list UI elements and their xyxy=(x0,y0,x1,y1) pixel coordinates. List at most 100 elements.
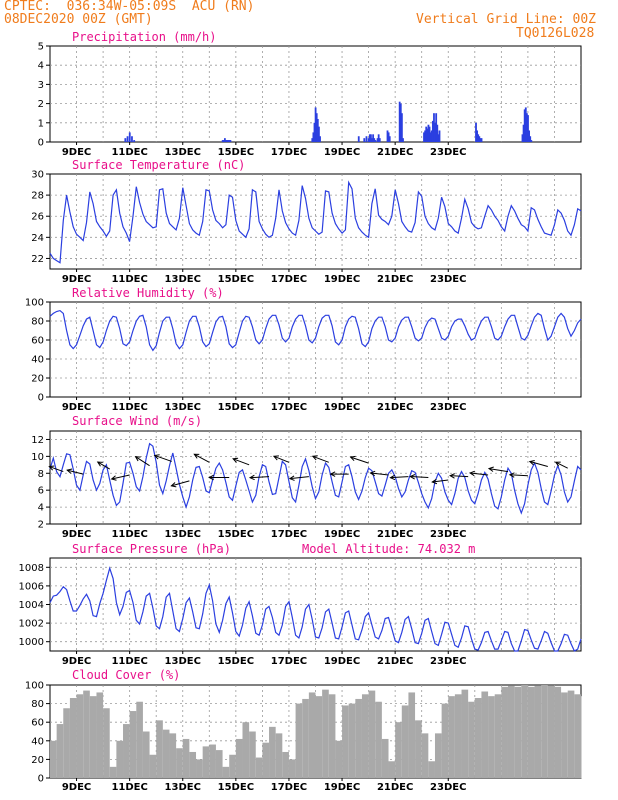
panel-precip: 0 1 2 3 4 5 9DEC 11DEC 13DEC 15DEC 17DEC 19DEC 21DEC… xyxy=(38,30,582,158)
cloud-bar xyxy=(69,698,77,778)
cloud-bar xyxy=(308,692,316,778)
precip-bar xyxy=(367,138,370,142)
precip-bar xyxy=(226,140,228,142)
panel-title: Precipitation (mm/h) xyxy=(72,30,217,44)
precip-bar xyxy=(377,134,380,142)
wind-vector-head xyxy=(193,453,200,459)
wind-vector-head xyxy=(208,474,214,481)
wind-vector-shaft xyxy=(509,474,528,477)
x-tick-label: 23DEC xyxy=(430,402,466,413)
cloud-bar xyxy=(275,733,283,778)
wind-vector-arrow xyxy=(170,480,190,488)
wind-vector-arrow xyxy=(409,474,429,480)
precip-bar xyxy=(523,109,526,142)
wind-vector-arrow xyxy=(431,478,449,485)
wind-vector-shaft xyxy=(410,476,429,478)
precip-bar xyxy=(521,134,524,142)
panel-pressure: 1000 1002 1004 1006 1008 9DEC 11DEC 13DEC 15DEC 1… xyxy=(19,542,582,667)
y-tick-label: 80 xyxy=(31,699,44,710)
precip-bar xyxy=(527,115,529,142)
x-tick-label: 21DEC xyxy=(377,529,413,540)
header-run-id: TQ0126L028 xyxy=(516,26,595,41)
precip-bar xyxy=(315,113,318,142)
precip-bar xyxy=(387,132,390,142)
cloud-bar xyxy=(176,748,183,778)
precip-bar xyxy=(399,103,402,142)
x-tick-label: 23DEC xyxy=(430,274,466,285)
wind-vector-arrow xyxy=(508,472,528,478)
cloud-bar xyxy=(561,692,568,778)
wind-vector-arrow xyxy=(554,461,568,469)
cloud-bar xyxy=(488,696,495,778)
cloud-bar xyxy=(196,759,203,778)
precip-bar xyxy=(368,134,371,142)
panel-rh: 0 20 40 60 80 100 9DEC 11DEC 13DEC 15DEC 17DEC 19DE… xyxy=(25,286,582,413)
wind-vector-arrow xyxy=(248,474,270,481)
precip-bar xyxy=(477,134,480,142)
wind-vector-shaft xyxy=(194,453,210,463)
cloud-bar xyxy=(103,708,110,778)
precip-bar xyxy=(124,138,127,142)
wind-vector-arrow xyxy=(288,475,309,481)
wind-vector-arrow xyxy=(272,455,290,463)
cloud-bar xyxy=(50,740,57,778)
temp-series-line xyxy=(49,180,582,264)
precip-bar xyxy=(225,140,227,142)
wind-vector-shaft xyxy=(370,472,389,476)
precip-bar xyxy=(131,136,133,142)
cloud-bar xyxy=(162,729,170,778)
cloud-bar xyxy=(527,686,535,778)
cloud-bar xyxy=(169,733,177,778)
wind-vector-shaft xyxy=(390,476,409,479)
wind-vector-shaft xyxy=(350,456,369,464)
x-tick-label: 17DEC xyxy=(271,147,307,158)
precip-bar xyxy=(478,136,481,142)
wind-vector-head xyxy=(110,475,117,481)
panel-cloud: 0 20 40 60 80 100 9DEC 11DEC 13DEC 15DEC 17DEC 19DE… xyxy=(25,668,582,793)
precip-bar xyxy=(357,136,360,142)
y-tick-label: 0 xyxy=(38,393,44,404)
wind-vector-head xyxy=(528,460,535,466)
cloud-bar xyxy=(76,694,84,778)
x-tick-label: 13DEC xyxy=(165,274,201,285)
x-tick-label: 11DEC xyxy=(111,529,147,540)
precip-bar xyxy=(363,138,366,142)
wind-vector-head xyxy=(248,474,255,481)
wind-vector-arrow xyxy=(110,474,130,481)
precip-bar xyxy=(126,136,129,142)
wind-vector-head xyxy=(134,456,141,462)
cloud-bar xyxy=(574,694,581,778)
wind-series-line xyxy=(49,442,582,515)
x-tick-label: 21DEC xyxy=(377,656,413,667)
wind-vector-head xyxy=(48,465,55,471)
x-tick-label: 19DEC xyxy=(324,402,360,413)
wind-vector-arrow xyxy=(528,460,548,467)
wind-vector-head xyxy=(554,461,561,467)
y-tick-label: 1002 xyxy=(19,619,44,630)
precip-bar xyxy=(530,140,533,142)
pressure-series-line xyxy=(49,566,582,652)
x-tick-label: 21DEC xyxy=(377,147,413,158)
cloud-bar xyxy=(149,754,157,778)
y-tick-label: 60 xyxy=(31,336,44,347)
wind-vector-shaft xyxy=(67,469,84,475)
wind-vector-shaft xyxy=(49,466,64,473)
precip-bar xyxy=(372,134,375,142)
x-tick-label: 23DEC xyxy=(430,529,466,540)
x-tick-label: 15DEC xyxy=(218,147,254,158)
x-tick-label: 15DEC xyxy=(218,529,254,540)
y-tick-label: 1 xyxy=(38,118,44,129)
y-tick-label: 2 xyxy=(38,520,44,531)
precip-bar xyxy=(435,113,438,142)
x-tick-label: 9DEC xyxy=(62,402,91,413)
precip-bar xyxy=(434,122,436,142)
cloud-bar xyxy=(454,694,462,778)
y-tick-label: 60 xyxy=(31,718,44,729)
x-tick-label: 23DEC xyxy=(430,782,466,793)
precip-bar xyxy=(529,136,532,142)
cloud-bar xyxy=(494,694,502,778)
wind-vector-arrow xyxy=(96,461,110,470)
cloud-bar xyxy=(222,766,230,778)
y-tick-label: 1006 xyxy=(19,581,44,592)
cloud-bar xyxy=(142,731,150,778)
